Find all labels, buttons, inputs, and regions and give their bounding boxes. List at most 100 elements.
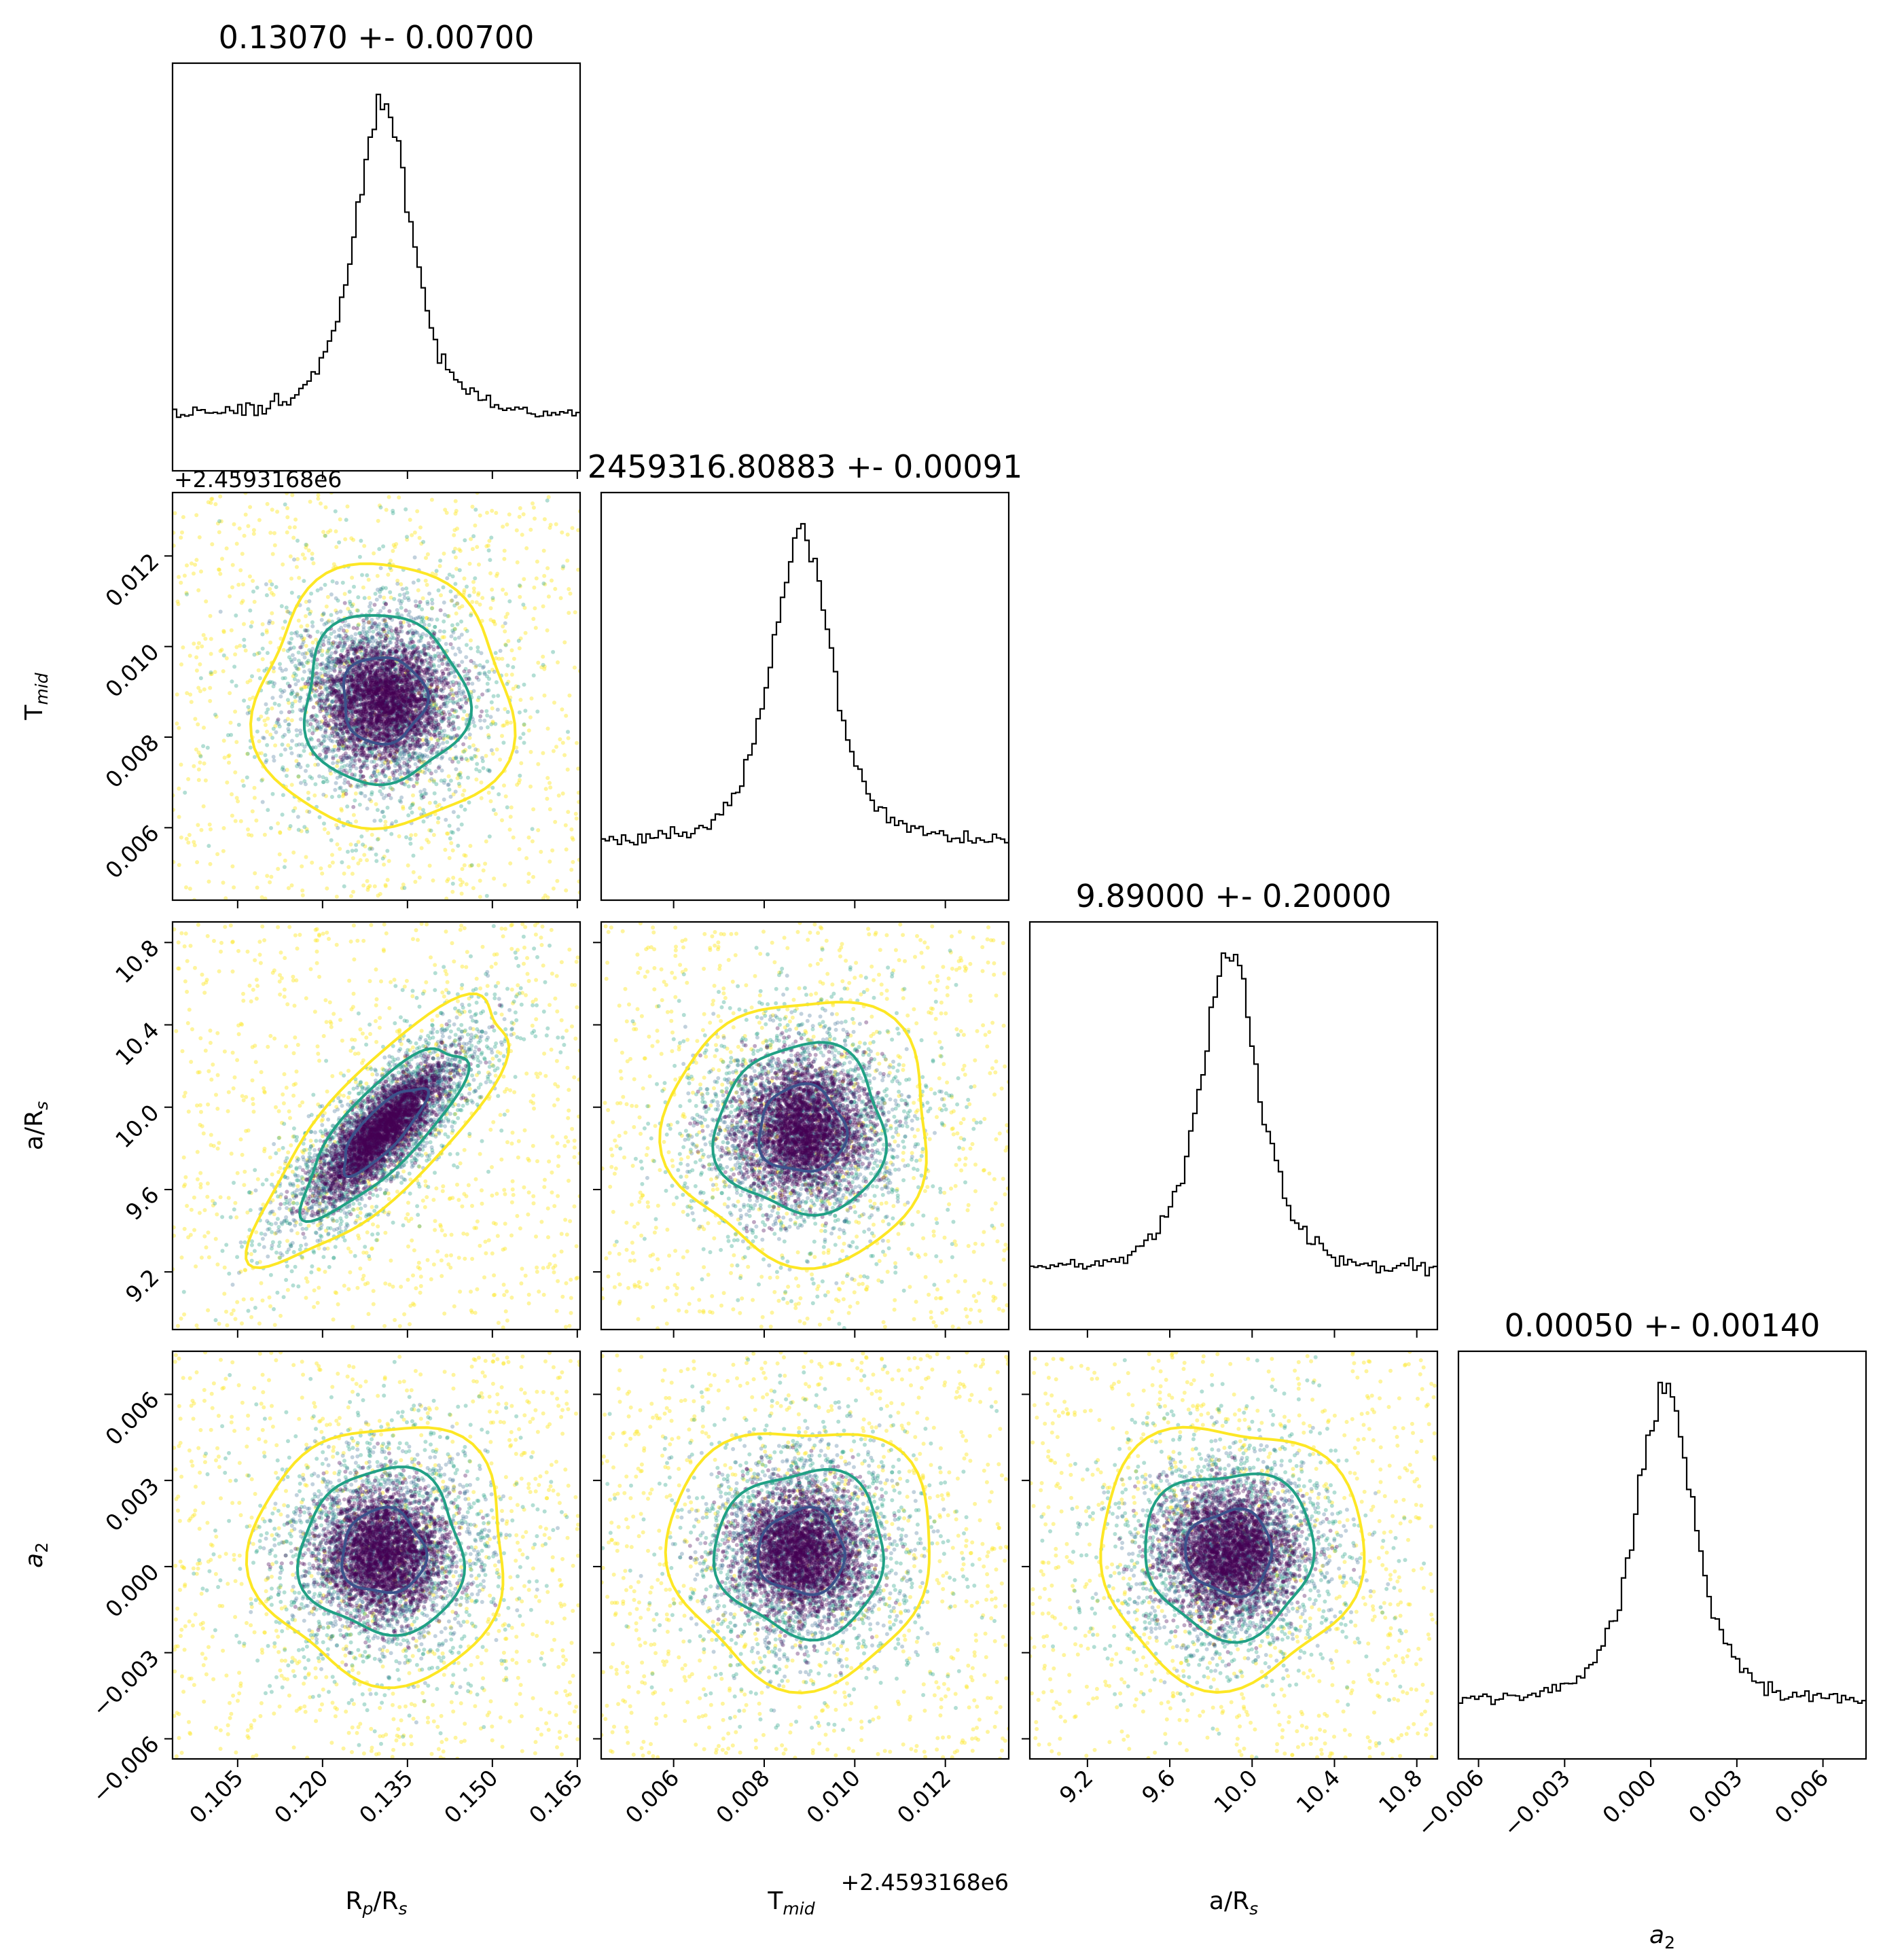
sample-point [401, 620, 406, 624]
sample-point [402, 596, 407, 601]
sample-point [396, 680, 401, 685]
sample-point [410, 683, 415, 687]
sample-point [422, 696, 427, 700]
sample-point [395, 683, 399, 688]
sample-point [287, 647, 292, 652]
sample-point [341, 734, 346, 738]
sample-point [340, 789, 345, 794]
sample-point [263, 753, 268, 758]
sample-point [327, 654, 332, 659]
sample-point [203, 778, 208, 783]
sample-point [296, 774, 301, 779]
sample-point [290, 701, 295, 706]
sample-point [417, 758, 422, 762]
sample-point [252, 785, 257, 790]
sample-point [454, 756, 459, 761]
sample-point [552, 700, 556, 705]
sample-point [482, 672, 487, 677]
sample-point [207, 844, 211, 849]
sample-point [384, 660, 389, 665]
sample-point [289, 692, 293, 696]
sample-point [359, 719, 364, 724]
sample-point [476, 698, 480, 702]
sample-point [291, 808, 295, 813]
sample-point [546, 594, 551, 599]
sample-point [294, 728, 299, 732]
sample-point [255, 885, 259, 890]
sample-point [392, 695, 397, 700]
sample-point [551, 749, 556, 753]
sample-point [329, 592, 334, 596]
sample-point [327, 660, 331, 665]
sample-point [414, 781, 419, 786]
sample-point [435, 618, 440, 622]
sample-point [312, 728, 317, 733]
sample-point [426, 678, 431, 683]
sample-point [295, 694, 300, 698]
sample-point [342, 755, 346, 760]
sample-point [408, 688, 413, 692]
sample-point [184, 885, 188, 890]
sample-point [376, 744, 381, 749]
sample-point [423, 652, 427, 657]
sample-point [362, 596, 367, 601]
sample-point [433, 714, 438, 719]
sample-point [412, 698, 417, 703]
sample-point [359, 783, 363, 788]
sample-point [418, 751, 423, 756]
sample-point [464, 757, 469, 762]
sample-point [341, 707, 346, 711]
sample-point [270, 791, 275, 796]
sample-point [441, 741, 446, 745]
sample-point [334, 730, 339, 735]
sample-point [364, 744, 369, 749]
sample-point [442, 778, 447, 783]
sample-point [355, 673, 360, 678]
sample-point [381, 666, 386, 671]
sample-point [365, 652, 370, 656]
sample-point [315, 689, 319, 693]
sample-point [491, 808, 496, 813]
sample-point [395, 712, 399, 716]
sample-point [389, 796, 393, 800]
sample-point [433, 769, 438, 774]
sample-point [560, 707, 564, 712]
sample-point [372, 770, 376, 774]
sample-point [299, 829, 304, 834]
sample-point [469, 863, 474, 868]
sample-point [338, 637, 343, 641]
sample-point [351, 743, 356, 748]
sample-point [305, 830, 310, 834]
sample-point [373, 592, 378, 596]
sample-point [389, 628, 394, 633]
sample-point [339, 705, 344, 709]
sample-point [317, 675, 321, 679]
sample-point [326, 745, 330, 750]
sample-point [201, 804, 206, 808]
sample-point [390, 787, 394, 791]
sample-point [425, 616, 429, 620]
sample-point [427, 779, 432, 783]
sample-point [388, 680, 393, 685]
sample-point [410, 756, 415, 760]
sample-point [355, 608, 359, 613]
sample-point [278, 666, 283, 671]
sample-point [278, 831, 283, 835]
sample-point [249, 833, 254, 838]
sample-point [295, 692, 300, 696]
sample-point [416, 758, 420, 763]
sample-point [329, 665, 334, 670]
sample-point [360, 656, 365, 660]
sample-point [329, 660, 334, 664]
sample-point [374, 701, 378, 706]
sample-point [246, 827, 250, 832]
sample-point [430, 703, 434, 708]
sample-point [416, 603, 421, 608]
sample-point [471, 720, 476, 725]
sample-point [274, 585, 279, 590]
sample-point [392, 707, 397, 712]
sample-point [431, 645, 436, 649]
sample-point [293, 694, 298, 699]
sample-point [345, 763, 350, 768]
sample-point [318, 671, 323, 676]
